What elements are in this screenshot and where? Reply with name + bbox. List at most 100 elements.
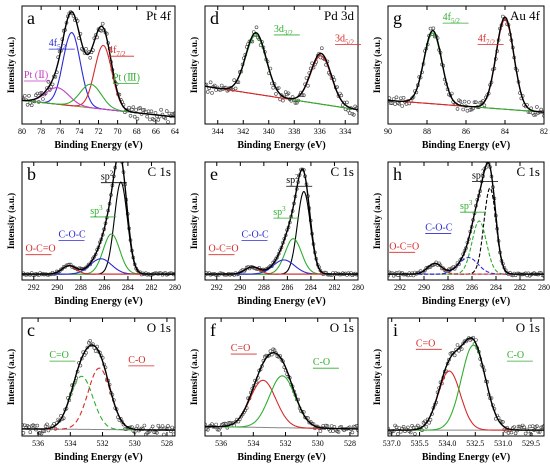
plot-frame <box>204 317 359 437</box>
data-point <box>452 353 457 358</box>
data-point <box>401 424 406 429</box>
x-tick-label: 530 <box>312 439 324 448</box>
envelope-line <box>388 337 544 431</box>
data-point <box>455 343 460 347</box>
x-tick-label: 280 <box>352 283 364 292</box>
data-point <box>286 91 291 96</box>
x-tick-label: 344 <box>212 127 224 136</box>
panel-letter: i <box>393 320 398 340</box>
peak-label-main: sp <box>472 171 481 182</box>
data-point <box>205 83 207 87</box>
data-point <box>268 349 273 354</box>
data-point <box>84 46 88 51</box>
x-tick-label: 66 <box>152 127 160 136</box>
component-peak-line <box>22 181 175 275</box>
data-point <box>134 108 138 112</box>
x-axis-label: Binding Energy (eV) <box>422 296 510 307</box>
plot-frame <box>387 317 545 437</box>
data-point <box>138 106 142 110</box>
envelope-line <box>205 352 358 430</box>
x-tick-label: 64 <box>171 127 179 136</box>
x-tick-label: 282 <box>145 283 157 292</box>
peak-label-main: C-O-C <box>58 230 86 241</box>
data-point <box>274 92 278 96</box>
panel-title: C 1s <box>331 164 354 179</box>
x-tick-label: 336 <box>314 127 326 136</box>
peak-label-main: 4f <box>108 45 117 56</box>
data-point <box>423 419 427 424</box>
x-tick-label: 534 <box>247 439 259 448</box>
peak-label-main: 4f <box>49 38 58 49</box>
x-tick-label: 286 <box>98 283 110 292</box>
data-point <box>93 349 98 353</box>
data-point <box>318 429 323 433</box>
panel-letter: d <box>210 8 219 28</box>
data-point <box>127 105 131 110</box>
data-point <box>88 55 92 60</box>
peak-label-main: 3d <box>274 24 284 35</box>
data-point <box>166 120 170 124</box>
panel-letter: c <box>27 320 35 340</box>
data-point <box>164 109 169 113</box>
x-axis-label: Binding Energy (eV) <box>54 140 142 151</box>
peak-label: O-C=O <box>389 241 419 252</box>
x-tick-label: 536 <box>215 439 227 448</box>
peak-label: 4f5/2 <box>443 12 461 25</box>
data-point <box>523 431 528 436</box>
plot-area-f <box>205 347 358 435</box>
x-axis-label: Binding Energy (eV) <box>54 296 142 307</box>
component-peak-line <box>205 375 358 430</box>
data-markers <box>22 339 175 436</box>
data-point <box>388 426 390 431</box>
peak-label: C=O <box>231 343 251 354</box>
x-tick-label: 286 <box>466 283 478 292</box>
data-point <box>25 103 30 107</box>
panel-h: 292 290 288 286 284 282 280 Binding Energy (eV)… <box>372 161 550 307</box>
data-point <box>132 114 137 119</box>
data-point <box>119 154 122 157</box>
peak-label: C-O-C <box>425 222 453 233</box>
data-point <box>336 430 341 434</box>
data-point <box>350 430 355 435</box>
peak-label: C=O <box>416 338 436 349</box>
data-point <box>509 430 514 435</box>
panel-title: O 1s <box>147 320 171 335</box>
data-point <box>118 151 121 154</box>
x-tick-label: 282 <box>328 283 340 292</box>
data-point <box>206 427 210 432</box>
y-axis-label: Intensity (a.u.) <box>189 37 199 93</box>
peak-label: sp2 <box>286 173 299 186</box>
data-point <box>232 78 236 82</box>
envelope-line <box>22 11 175 118</box>
envelope-line <box>22 162 175 275</box>
plot-area-g <box>388 14 544 118</box>
data-point <box>141 108 145 112</box>
panel-title: Au 4f <box>510 8 541 23</box>
data-point <box>222 421 227 426</box>
peak-label-sup: 3 <box>99 204 103 212</box>
peak-label: 3d5/2 <box>335 33 354 46</box>
peak-label: Pt (Ⅱ) <box>24 70 48 81</box>
peak-label-main: Pt (Ⅲ) <box>113 72 140 83</box>
peak-label-main: sp <box>273 207 282 218</box>
panel-letter: f <box>210 320 216 340</box>
y-axis-label: Intensity (a.u.) <box>189 193 199 249</box>
y-axis-label: Intensity (a.u.) <box>372 37 382 93</box>
x-tick-label: 76 <box>56 127 64 136</box>
data-point <box>159 107 163 112</box>
plot-frame <box>21 5 176 125</box>
peak-label: C=O <box>49 350 69 361</box>
peak-label-main: sp <box>101 172 110 183</box>
data-point <box>85 345 90 350</box>
data-point <box>388 101 393 105</box>
data-markers <box>205 347 358 435</box>
peak-label-main: O-C=O <box>209 244 239 255</box>
peak-label-sub: 7/2 <box>116 50 125 58</box>
x-tick-label: 88 <box>423 127 431 136</box>
plot-area-a <box>22 10 175 124</box>
envelope-line <box>205 31 358 111</box>
data-point <box>233 86 238 91</box>
data-point <box>468 108 473 112</box>
panel-title: Pt 4f <box>146 8 172 23</box>
x-tick-label: 86 <box>462 127 470 136</box>
